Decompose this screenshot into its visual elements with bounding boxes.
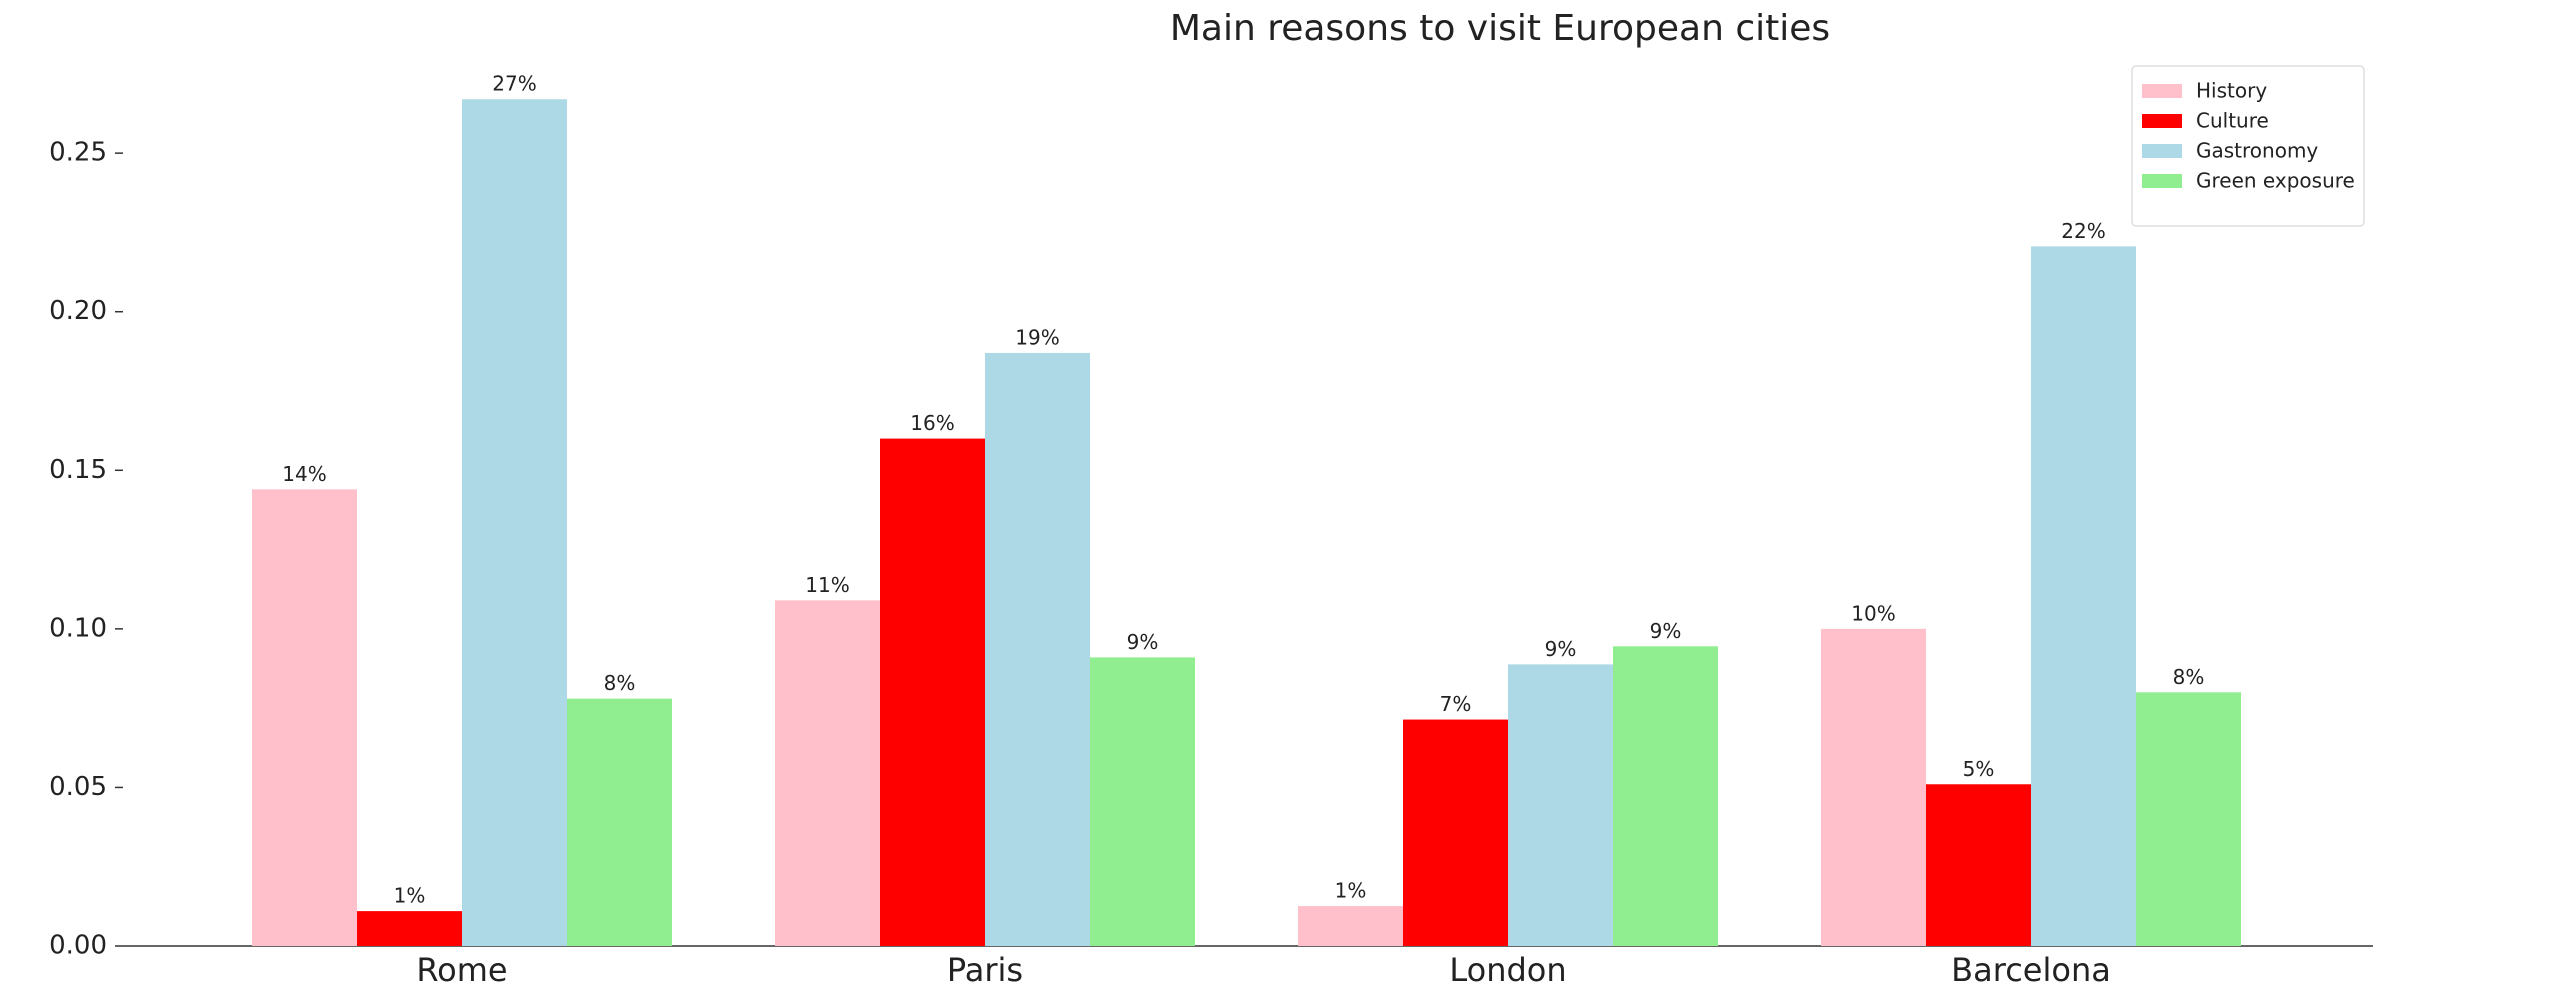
x-tick-label: Paris bbox=[947, 951, 1023, 989]
value-label: 14% bbox=[282, 462, 326, 486]
bar bbox=[2136, 692, 2241, 946]
y-tick-label: 0.25 bbox=[49, 138, 107, 168]
legend-label: History bbox=[2196, 79, 2267, 103]
legend-label: Green exposure bbox=[2196, 169, 2355, 193]
value-label: 8% bbox=[604, 671, 636, 695]
value-label: 22% bbox=[2061, 219, 2105, 243]
x-tick-label: Barcelona bbox=[1951, 951, 2111, 989]
bar bbox=[775, 600, 880, 946]
bar bbox=[880, 438, 985, 946]
bar bbox=[985, 352, 1090, 946]
y-tick-label: 0.00 bbox=[49, 931, 107, 961]
value-label: 9% bbox=[1127, 630, 1159, 654]
value-label: 8% bbox=[2173, 665, 2205, 689]
bar bbox=[1821, 628, 1926, 946]
legend-label: Culture bbox=[2196, 109, 2269, 133]
value-label: 9% bbox=[1650, 619, 1682, 643]
bar bbox=[252, 489, 357, 946]
bar bbox=[1613, 646, 1718, 946]
bar bbox=[357, 911, 462, 946]
legend-swatch bbox=[2142, 174, 2182, 188]
bar bbox=[1090, 657, 1195, 946]
x-tick-label: Rome bbox=[416, 951, 507, 989]
value-label: 10% bbox=[1851, 601, 1895, 625]
y-tick-label: 0.05 bbox=[49, 772, 107, 802]
bar bbox=[1926, 784, 2031, 946]
value-label: 16% bbox=[910, 411, 954, 435]
bar bbox=[1403, 719, 1508, 946]
legend-swatch bbox=[2142, 84, 2182, 98]
value-label: 27% bbox=[492, 72, 536, 96]
bar bbox=[462, 99, 567, 946]
value-label: 1% bbox=[394, 884, 426, 908]
legend-label: Gastronomy bbox=[2196, 139, 2318, 163]
value-label: 1% bbox=[1335, 879, 1367, 903]
y-tick-label: 0.15 bbox=[49, 455, 107, 485]
y-tick-label: 0.20 bbox=[49, 296, 107, 326]
bar bbox=[1298, 906, 1403, 946]
legend-swatch bbox=[2142, 114, 2182, 128]
legend: History Culture Gastronomy Green exposure bbox=[2131, 65, 2365, 227]
y-tick-label: 0.10 bbox=[49, 613, 107, 643]
value-label: 19% bbox=[1015, 325, 1059, 349]
bar bbox=[2031, 246, 2136, 946]
bar bbox=[567, 698, 672, 946]
value-label: 5% bbox=[1963, 757, 1995, 781]
value-label: 7% bbox=[1440, 692, 1472, 716]
bar bbox=[1508, 664, 1613, 946]
value-label: 9% bbox=[1545, 637, 1577, 661]
legend-swatch bbox=[2142, 144, 2182, 158]
value-label: 11% bbox=[805, 573, 849, 597]
chart-title: Main reasons to visit European cities bbox=[1170, 8, 1830, 49]
x-tick-label: London bbox=[1449, 951, 1566, 989]
legend-box bbox=[2131, 65, 2365, 227]
